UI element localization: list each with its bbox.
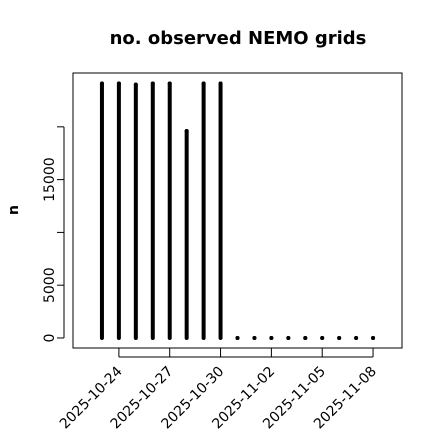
spike-point: [337, 335, 342, 340]
spike: [167, 81, 172, 340]
spike-point: [201, 81, 206, 86]
spike-point: [235, 335, 240, 340]
spike-point: [116, 81, 121, 86]
spike-point: [150, 81, 155, 86]
spike-point: [269, 335, 274, 340]
spike-point: [167, 81, 172, 86]
spike: [269, 335, 274, 340]
spike: [371, 335, 376, 340]
spike: [235, 335, 240, 340]
spike: [286, 335, 291, 340]
spike-point: [99, 81, 104, 86]
spike-point: [184, 129, 189, 134]
spike: [337, 335, 342, 340]
spike-point: [133, 82, 138, 87]
spike: [150, 81, 155, 340]
spike: [320, 335, 325, 340]
spike: [133, 82, 138, 340]
y-tick-label: 5000: [42, 267, 58, 303]
y-axis-label: n: [6, 205, 22, 215]
chart-title: no. observed NEMO grids: [110, 28, 367, 49]
spike-point: [252, 335, 257, 340]
spike: [201, 81, 206, 340]
plot-frame: [72, 72, 403, 349]
spike: [303, 335, 308, 340]
spike: [99, 81, 104, 340]
spike: [218, 81, 223, 340]
spike-point: [286, 335, 291, 340]
spike: [252, 335, 257, 340]
spike: [354, 335, 359, 340]
spike: [184, 129, 189, 340]
y-tick-label: 0: [42, 334, 58, 343]
y-tick-label: 15000: [42, 157, 58, 202]
spike-point: [218, 81, 223, 86]
spike-point: [303, 335, 308, 340]
spike-point: [371, 335, 376, 340]
spike-point: [320, 335, 325, 340]
spike: [116, 81, 121, 340]
spike-point: [354, 335, 359, 340]
